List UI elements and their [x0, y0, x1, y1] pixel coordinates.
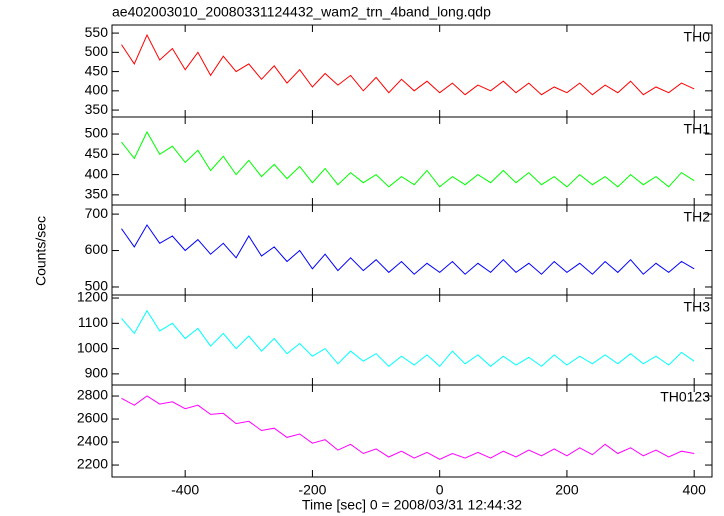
y-tick-label: 500 [85, 125, 109, 141]
panel-frame [111, 24, 713, 118]
panel-frame [111, 116, 713, 206]
light-curve [121, 395, 695, 460]
panel-frame [111, 294, 713, 386]
y-tick-label: 550 [85, 24, 109, 40]
panel-label: TH0123 [660, 389, 710, 405]
light-curve [121, 130, 695, 188]
y-tick-label: 450 [85, 145, 109, 161]
y-tick-label: 450 [85, 62, 109, 78]
y-axis-label: Counts/sec [33, 216, 49, 286]
y-tick-label: 1000 [77, 339, 108, 355]
y-tick-label: 900 [85, 365, 109, 381]
y-tick-label: 400 [85, 82, 109, 98]
y-tick-label: 350 [85, 101, 109, 117]
y-tick-label: 600 [85, 241, 109, 257]
light-curve [121, 224, 695, 275]
y-tick-label: 500 [85, 43, 109, 59]
y-tick-label: 2600 [77, 410, 108, 426]
x-tick-label: 0 [436, 482, 444, 498]
y-tick-label: 1100 [78, 314, 108, 330]
panel-label: TH0 [684, 29, 711, 45]
panel-label: TH3 [684, 299, 711, 315]
y-tick-label: 2200 [77, 456, 108, 472]
panel-frame [111, 204, 713, 296]
panel-label: TH2 [684, 209, 711, 225]
y-tick-label: 700 [85, 205, 109, 221]
panel-frame [111, 384, 713, 478]
y-tick-label: 400 [85, 165, 109, 181]
light-curve [121, 33, 695, 96]
x-tick-label: -200 [298, 482, 326, 498]
y-tick-label: 500 [85, 278, 109, 294]
y-tick-label: 1200 [77, 289, 108, 305]
x-tick-label: 400 [683, 482, 707, 498]
x-tick-label: -400 [171, 482, 199, 498]
x-tick-label: 200 [555, 482, 579, 498]
y-tick-label: 350 [85, 186, 109, 202]
y-tick-label: 2400 [77, 433, 108, 449]
x-axis-label: Time [sec] 0 = 2008/03/31 12:44:32 [302, 497, 522, 513]
y-tick-label: 2800 [77, 387, 108, 403]
light-curve [121, 309, 695, 368]
chart-title: ae402003010_20080331124432_wam2_trn_4ban… [112, 4, 491, 20]
panel-label: TH1 [684, 121, 711, 137]
